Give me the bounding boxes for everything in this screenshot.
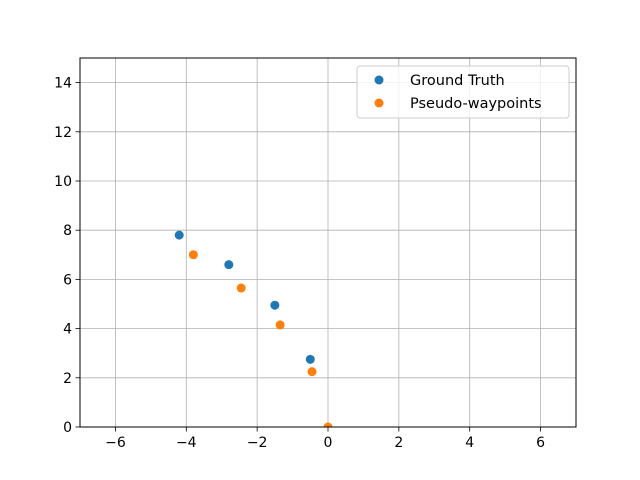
data-point: [224, 260, 234, 270]
y-tick-label: 8: [63, 223, 72, 239]
legend-marker: [374, 75, 384, 85]
legend-label: Pseudo-waypoints: [410, 96, 542, 112]
legend-marker: [374, 98, 384, 108]
legend-label: Ground Truth: [410, 73, 505, 89]
x-tick-label: −6: [105, 435, 126, 451]
series-pseudo-waypoints: [188, 250, 333, 427]
data-point: [270, 300, 280, 310]
data-point: [236, 283, 246, 293]
y-tick-label: 2: [63, 371, 72, 387]
y-tick-label: 4: [63, 322, 72, 338]
legend: Ground Truth Pseudo-waypoints: [356, 65, 570, 119]
y-tick-label: 6: [63, 272, 72, 288]
x-tick-label: 4: [465, 435, 474, 451]
data-point: [307, 367, 317, 377]
data-point: [323, 422, 333, 427]
y-tick-label: 10: [54, 174, 72, 190]
data-point: [188, 250, 198, 260]
y-tick-label: 0: [63, 420, 72, 436]
data-point: [174, 230, 184, 240]
axis-ticks: −6 −4 −2 0 2 4 6 0 2 4 6 8 10 12 14: [54, 76, 545, 451]
legend-box: [356, 65, 570, 119]
y-tick-label: 12: [54, 125, 72, 141]
x-tick-label: 2: [394, 435, 403, 451]
clipped-points: [174, 230, 333, 427]
x-tick-label: −2: [247, 435, 268, 451]
x-tick-label: −4: [176, 435, 197, 451]
data-point: [275, 320, 285, 330]
data-points: [174, 230, 333, 427]
data-point: [305, 354, 315, 364]
y-tick-label: 14: [54, 76, 72, 92]
series-ground-truth: [174, 230, 315, 364]
x-tick-label: 6: [536, 435, 545, 451]
x-tick-label: 0: [324, 435, 333, 451]
